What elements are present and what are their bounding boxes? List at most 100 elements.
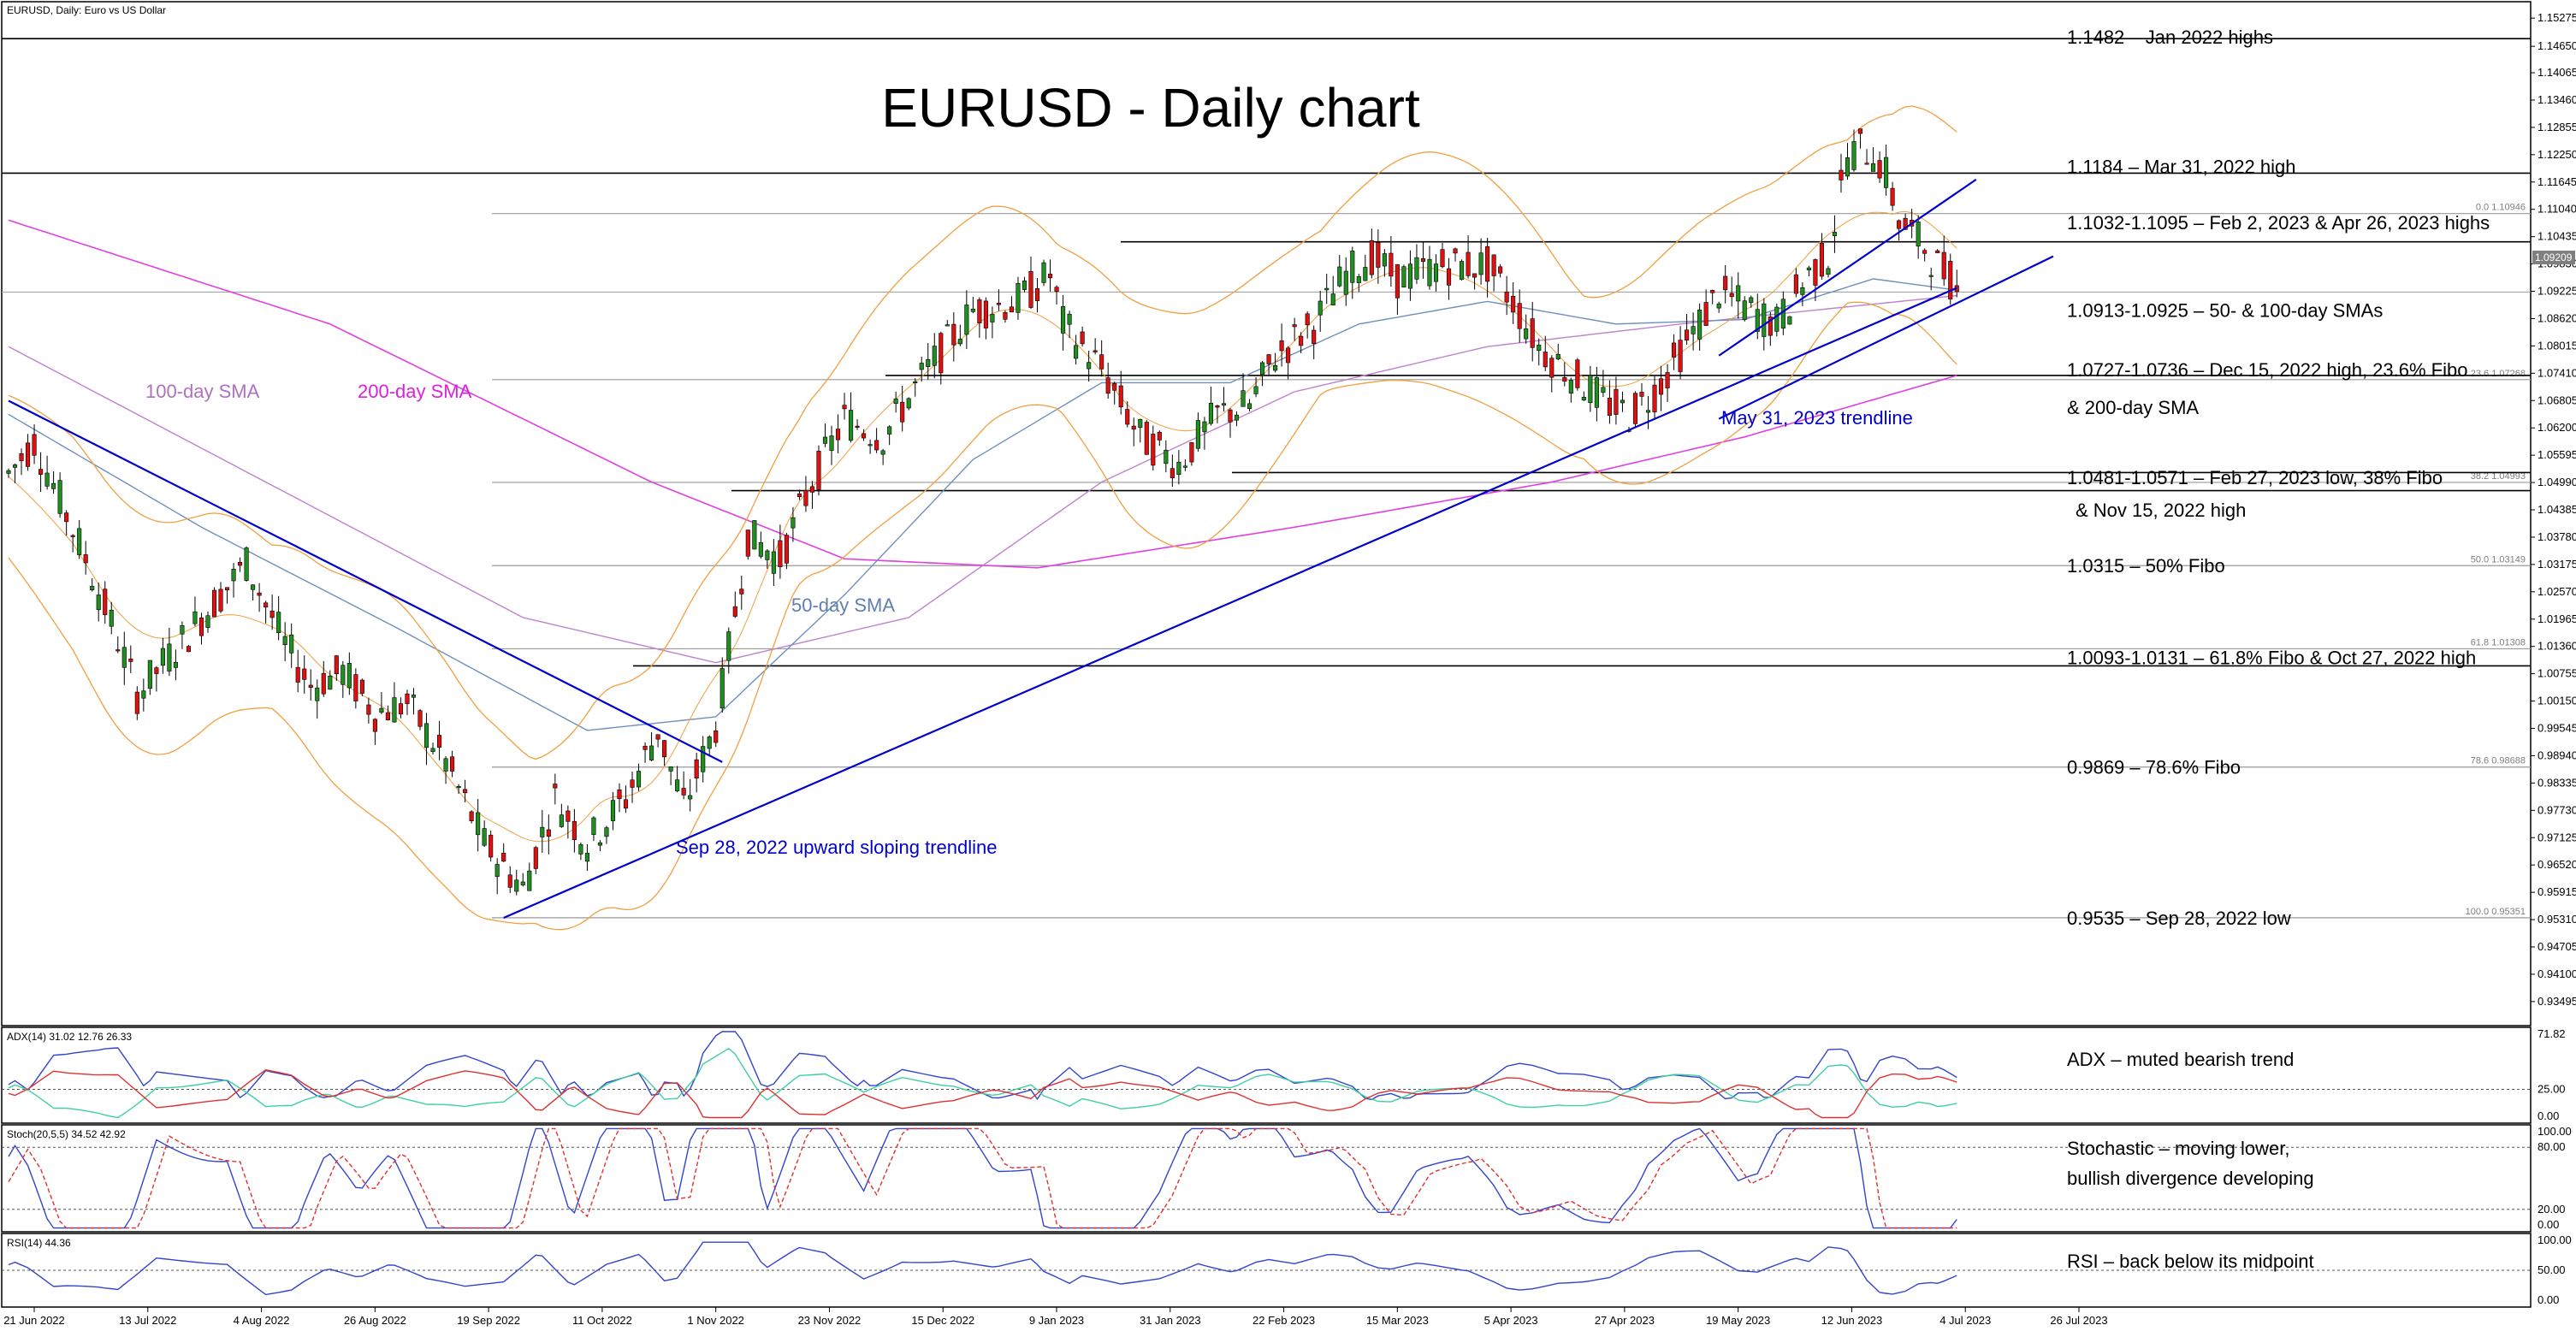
- annotation-5: & 200-day SMA: [2067, 397, 2199, 418]
- time-tick-label: 5 Apr 2023: [1484, 1314, 1538, 1327]
- candle-body: [1401, 266, 1406, 288]
- candle-body: [205, 615, 210, 628]
- candle-body: [900, 401, 905, 423]
- candle-body: [1343, 270, 1348, 295]
- candle-body: [1864, 163, 1869, 165]
- price-tick-label: 0.94100: [2538, 967, 2576, 980]
- price-tick-label: 1.11040: [2538, 203, 2576, 216]
- candle-body: [791, 517, 796, 529]
- candle-body: [1723, 275, 1728, 291]
- candle-body: [507, 874, 512, 888]
- candle-body: [269, 610, 275, 618]
- candle-body: [276, 612, 281, 634]
- stoch-header: Stoch(20,5,5) 34.52 42.92: [7, 1128, 126, 1140]
- candle-body: [1588, 375, 1593, 404]
- price-tick-label: 1.11645: [2538, 175, 2576, 188]
- candle-body: [423, 723, 429, 748]
- price-tick-label: 1.08620: [2538, 311, 2576, 324]
- candle-body: [1941, 251, 1946, 280]
- candle-body: [1800, 287, 1805, 295]
- candle-body: [559, 814, 564, 827]
- current-price-value: 1.09209: [2535, 251, 2573, 263]
- candle-body: [990, 314, 995, 322]
- candle-body: [1151, 434, 1156, 466]
- bollinger-upper: [8, 105, 1957, 760]
- candle-body: [1022, 280, 1027, 290]
- rsi-rsi-line: [8, 1241, 1957, 1296]
- candle-body: [1594, 377, 1599, 408]
- candle-body: [1806, 267, 1811, 270]
- candle-body: [1028, 270, 1033, 308]
- candle-body: [1665, 372, 1670, 388]
- candle-body: [1080, 331, 1085, 345]
- fib-label-4: 61.8 1.01308: [2471, 637, 2526, 648]
- price-tick-label: 1.09225: [2538, 285, 2576, 298]
- candle-body: [1105, 377, 1110, 394]
- candle-body: [694, 759, 699, 778]
- candle-body: [1543, 352, 1548, 368]
- annotation-10: 0.9869 – 78.6% Fibo: [2067, 757, 2241, 778]
- candle-body: [945, 324, 950, 327]
- time-tick-label: 26 Aug 2022: [344, 1314, 406, 1327]
- candle-body: [1517, 303, 1522, 329]
- candle-body: [1928, 275, 1933, 277]
- candle-body: [822, 436, 828, 444]
- candle-body: [1562, 377, 1567, 382]
- candle-body: [681, 788, 686, 796]
- candle-body: [720, 668, 725, 709]
- candle-body: [1935, 250, 1940, 253]
- candle-body: [1112, 382, 1117, 391]
- candle-body: [1202, 421, 1207, 433]
- candle-body: [662, 740, 667, 758]
- candle-body: [1658, 378, 1664, 395]
- candle-body: [1312, 329, 1317, 344]
- candle-body: [1009, 306, 1015, 313]
- time-tick-label: 1 Nov 2022: [687, 1314, 744, 1327]
- candle-body: [44, 472, 50, 487]
- price-axis: 1.15275 1.14650 1.14065 1.13460 1.12855 1.122…: [2531, 11, 2576, 1008]
- candle-body: [19, 453, 24, 462]
- fib-label-2: 38.2 1.04993: [2471, 471, 2526, 482]
- candle-body: [919, 363, 924, 370]
- candle-body: [1826, 268, 1831, 275]
- time-tick-label: 23 Nov 2022: [798, 1314, 862, 1327]
- candle-body: [675, 779, 680, 791]
- candle-body: [1157, 431, 1162, 441]
- candle-body: [1780, 299, 1785, 328]
- candle-body: [1221, 403, 1227, 406]
- candle-body: [617, 789, 622, 799]
- price-tick-label: 1.05595: [2538, 448, 2576, 461]
- candle-body: [1639, 392, 1644, 397]
- candle-body: [1318, 300, 1323, 316]
- candle-body: [96, 595, 101, 611]
- stoch-tick-label: 80.00: [2538, 1140, 2566, 1153]
- candle-body: [977, 299, 982, 323]
- candle-body: [83, 554, 88, 564]
- time-tick-label: 4 Jul 2023: [1939, 1314, 1991, 1327]
- rsi-tick-label: 0.00: [2538, 1293, 2559, 1306]
- candle-body: [64, 512, 69, 523]
- candle-body: [6, 470, 11, 474]
- candle-body: [1498, 266, 1503, 274]
- candle-body: [862, 433, 867, 439]
- candle-body: [328, 675, 333, 690]
- price-tick-label: 1.06200: [2538, 421, 2576, 434]
- candle-body: [1182, 465, 1187, 468]
- candle-body: [1742, 300, 1747, 320]
- candle-body: [1607, 398, 1612, 416]
- candle-body: [346, 663, 352, 689]
- candle-body: [1427, 258, 1432, 287]
- price-tick-label: 1.15275: [2538, 11, 2576, 24]
- candle-body: [913, 381, 918, 384]
- candle-body: [939, 333, 944, 374]
- candle-body: [540, 826, 545, 837]
- current-price-badge: [2532, 251, 2575, 264]
- candle-body: [372, 719, 377, 732]
- annotation-4: 1.0727-1.0736 – Dec 15, 2022 high, 23.6%…: [2067, 359, 2467, 381]
- candle-body: [302, 668, 307, 680]
- candle-body: [906, 398, 911, 409]
- candle-body: [392, 697, 397, 723]
- candle-body: [295, 666, 300, 683]
- candle-body: [1472, 273, 1477, 278]
- price-tick-label: 1.01965: [2538, 612, 2576, 625]
